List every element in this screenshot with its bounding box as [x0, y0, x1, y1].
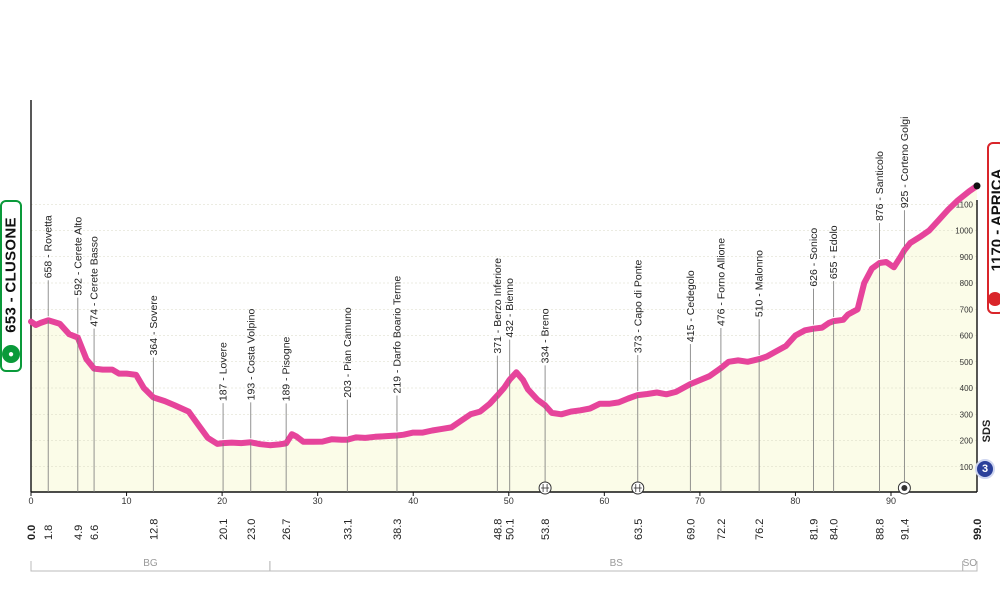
waypoint-km-label: 99.0 — [972, 519, 984, 540]
province-label: SO — [963, 558, 978, 569]
elevation-line — [28, 182, 980, 449]
elevation-tick-label: 800 — [960, 279, 974, 288]
finish-flag-icon — [988, 292, 1000, 306]
waypoint-label: 655 - Edolo — [828, 225, 840, 279]
profile-area-layer — [31, 185, 977, 492]
elevation-tick-label: 400 — [960, 384, 974, 393]
waypoint-label: 626 - Sonico — [808, 228, 820, 287]
waypoint-km-label: 91.4 — [899, 519, 911, 540]
province-bracket — [962, 561, 978, 572]
km-tick-label: 10 — [122, 496, 132, 506]
feed-marker-core — [901, 485, 908, 491]
km-tick-label: 0 — [28, 496, 33, 506]
waypoint-km-label: 84.0 — [829, 519, 841, 540]
elevation-line-layer — [28, 182, 981, 449]
waypoint-km-label: 4.9 — [73, 525, 85, 540]
province-label: BG — [143, 558, 158, 569]
waypoint-label: 334 - Breno — [540, 308, 552, 363]
elevation-tick-label: 600 — [960, 332, 974, 341]
elevation-tick-label: 900 — [960, 253, 974, 262]
waypoint-label: 432 - Bienno — [504, 278, 516, 338]
start-card — [0, 200, 22, 372]
bike-icon: ● — [2, 345, 20, 363]
waypoint-km-label: 81.9 — [809, 519, 821, 540]
waypoint-label: 193 - Costa Volpino — [245, 309, 257, 401]
waypoint-km-label: 20.1 — [218, 519, 230, 540]
waypoint-label: 203 - Pian Camuno — [342, 307, 354, 398]
sds-number-badge: 3 — [975, 459, 995, 479]
km-tick-label: 20 — [217, 496, 227, 506]
waypoint-km-label: 0.0 — [26, 525, 38, 540]
waypoint-km-label: 26.7 — [281, 519, 293, 540]
finish-dot — [973, 182, 981, 190]
waypoint-km-label: 76.2 — [754, 519, 766, 540]
waypoint-label: 876 - Santicolo — [874, 151, 886, 221]
elevation-tick-label: 500 — [960, 358, 974, 367]
finish-card — [987, 142, 1000, 314]
waypoint-layer: 658 - Rovetta 592 - Cerete Alto 474 - Cere… — [43, 117, 911, 492]
elevation-tick-label: 700 — [960, 305, 974, 314]
waypoint-label: 658 - Rovetta — [43, 215, 55, 278]
waypoint-km-label: 6.6 — [89, 525, 101, 540]
km-tick-label: 60 — [599, 496, 609, 506]
elevation-tick-label: 1100 — [956, 200, 974, 209]
waypoint-km-label: 12.8 — [148, 519, 160, 540]
elevation-tick-label: 300 — [960, 410, 974, 419]
waypoint-km-label: 50.1 — [505, 519, 517, 540]
km-tick-label: 80 — [790, 496, 800, 506]
waypoint-label: 364 - Sovere — [148, 295, 160, 355]
km-tick-label: 70 — [695, 496, 705, 506]
waypoint-label: 415 - Cedegolo — [685, 270, 697, 342]
elevation-tick-label: 1000 — [955, 227, 973, 236]
waypoint-km-label: 33.1 — [342, 519, 354, 540]
km-tick-label: 30 — [313, 496, 323, 506]
waypoint-label: 371 - Berzo Inferiore — [492, 258, 504, 354]
km-tick-label: 40 — [408, 496, 418, 506]
waypoint-km-label: 53.8 — [540, 519, 552, 540]
waypoint-km-label: 72.2 — [716, 519, 728, 540]
elevation-tick-label: 100 — [960, 463, 974, 472]
waypoint-label: 373 - Capo di Ponte — [632, 260, 644, 354]
waypoint-label: 510 - Malonno — [754, 250, 766, 317]
km-tick-label: 90 — [886, 496, 896, 506]
waypoint-km-label: 48.8 — [492, 519, 504, 540]
waypoint-km-label: 38.3 — [392, 519, 404, 540]
province-label: BS — [610, 558, 624, 569]
km-tick-label: 50 — [504, 496, 514, 506]
waypoint-label: 474 - Cerete Basso — [89, 236, 101, 327]
waypoint-km-label: 1.8 — [43, 525, 55, 540]
province-layer: BG BS SO — [30, 558, 978, 572]
waypoint-km-label: 23.0 — [246, 519, 258, 540]
elevation-tick-label: 200 — [960, 437, 974, 446]
sds-label: SDS — [981, 419, 993, 443]
frame-layer — [30, 100, 978, 493]
waypoint-label: 187 - Lovere — [218, 342, 230, 401]
waypoint-km-label: 63.5 — [633, 519, 645, 540]
waypoint-label: 592 - Cerete Alto — [72, 217, 84, 296]
waypoint-km-label: 88.8 — [875, 519, 887, 540]
profile-area-fill — [31, 185, 977, 492]
grid-layer: 100 200 300 400 500 600 700 800 900 1000 1100 — [31, 200, 977, 472]
waypoint-km-label: 69.0 — [685, 519, 697, 540]
waypoint-label: 476 - Forno Allione — [715, 238, 727, 326]
waypoint-label: 189 - Pisogne — [281, 336, 293, 401]
start-label: 653 - CLUSONE — [2, 216, 20, 333]
finish-label: 1170 - APRICA — [988, 168, 1000, 272]
waypoint-label: 925 - Corteno Golgi — [899, 117, 911, 209]
waypoint-label: 219 - Darfo Boario Terme — [391, 276, 403, 394]
axis-layer: 0 10 20 30 40 50 60 70 80 90 0.0 1.8 4.9 6.6 12.8 20.1 2… — [26, 481, 984, 540]
